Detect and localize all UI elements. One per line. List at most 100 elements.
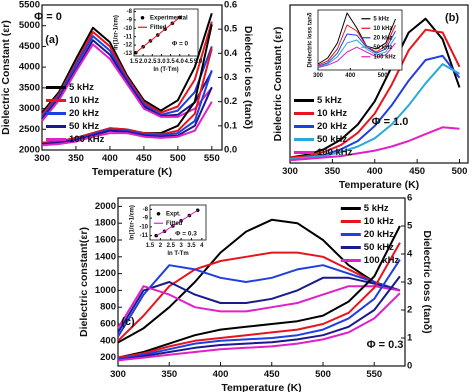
x-tick-label: 3.5: [166, 59, 175, 65]
x-tick-label: 4.5: [185, 59, 194, 65]
data-line: [41, 35, 213, 118]
x-tick-label: 1.5: [130, 59, 139, 65]
y-tick-label: 1600: [95, 235, 116, 246]
data-line: [117, 218, 401, 344]
data-line: [317, 36, 396, 68]
x-tick-label: 450: [264, 369, 280, 380]
data-line: [289, 28, 461, 159]
legend-label: 10 kHz: [317, 108, 347, 119]
panel-label: (c): [121, 316, 135, 328]
x-tick-label: 550: [204, 153, 220, 164]
data-line: [155, 209, 198, 237]
data-line: [117, 276, 401, 333]
legend-label: 5 kHz: [317, 95, 342, 106]
x-tick-label: 5.0: [194, 59, 203, 65]
inset-chart: 300 400 500 Dielectric loss tanδ 5 kHz 10 kHz…: [308, 9, 403, 79]
y2-tick-label: 0: [407, 361, 412, 372]
phi-label: Φ = 0: [34, 11, 62, 23]
x-tick-label: 300: [282, 166, 298, 177]
y-tick-label: 2000: [95, 201, 116, 212]
x-axis-label: Temperature (K): [92, 166, 172, 178]
legend-label: 10 kHz: [69, 95, 99, 106]
y-tick-label: 4500: [19, 41, 40, 52]
y-tick-label: -11: [140, 233, 149, 239]
x-tick-label: 4.0: [176, 59, 185, 65]
y2-tick-label: 6: [407, 193, 412, 204]
y2-tick-label: 4: [407, 249, 413, 260]
x-tick-label: 3.5: [187, 243, 196, 249]
y-tick-label: -10: [123, 26, 132, 32]
y-axis-label: Dielectric loss tanδ: [308, 12, 314, 67]
x-tick-label: 500: [315, 369, 331, 380]
y2-tick-label: 0.3: [224, 72, 237, 83]
panel-label: (a): [45, 34, 59, 46]
legend-label: 5 kHz: [69, 82, 94, 93]
y2-tick-label: 5: [407, 221, 413, 232]
y-tick-label: -9: [127, 17, 133, 23]
legend-label: 20 kHz: [317, 121, 347, 132]
legend-label: Fitted: [150, 25, 167, 31]
y-tick-label: 5000: [19, 20, 40, 31]
data-line: [117, 292, 401, 362]
y-tick-label: -8: [127, 9, 133, 15]
y-tick-label: 600: [100, 319, 116, 330]
y-tick-label: -8: [143, 207, 149, 213]
y-axis-label: Dielectric Constant (εr): [0, 20, 12, 135]
x-tick-label: 450: [409, 166, 425, 177]
y-tick-label: 800: [100, 302, 116, 313]
data-line: [317, 30, 396, 67]
y-axis-label: Dielectric constant(εr): [78, 227, 90, 337]
legend-label: Experimental: [150, 15, 188, 21]
data-line: [317, 42, 396, 69]
legend-marker: [156, 211, 161, 216]
y-tick-label: -11: [124, 34, 133, 40]
legend-label: Expt.: [166, 211, 181, 217]
x-axis-label: ln T-Tm: [167, 251, 188, 257]
data-line: [41, 12, 213, 114]
legend-label: 20 kHz: [373, 35, 392, 41]
legend-label: 100 kHz: [69, 134, 105, 145]
data-line: [41, 86, 213, 145]
y-axis-label: Dielectric Constant (εr): [272, 27, 284, 142]
x-tick-label: 3: [179, 243, 183, 249]
legend-label: 100 kHz: [317, 147, 353, 158]
data-line: [135, 17, 181, 53]
y-tick-label: 1800: [95, 218, 116, 229]
legend-label: 50 kHz: [317, 134, 347, 145]
y2-tick-label: 2: [407, 305, 412, 316]
phi-label: Φ = 0: [172, 41, 189, 48]
y-axis-label: ln(1/εr-1/εm): [130, 205, 136, 240]
x-tick-label: 300: [34, 153, 50, 164]
x-tick-label: 350: [68, 153, 84, 164]
x-axis-label: Temperature (K): [339, 179, 419, 191]
x-tick-label: 3.0: [157, 59, 166, 65]
legend-label: 50 kHz: [373, 45, 392, 51]
x-tick-label: 2.5: [167, 243, 176, 249]
y2-tick-label: 0.0: [224, 145, 237, 156]
x-tick-label: 500: [452, 166, 468, 177]
data-line: [117, 259, 401, 360]
x-tick-label: 500: [378, 73, 389, 79]
y-tick-label: 3000: [19, 103, 40, 114]
y2-tick-label: 0.5: [224, 24, 238, 35]
data-line: [117, 251, 401, 342]
x-tick-label: 400: [213, 369, 229, 380]
panel-label: (b): [445, 12, 459, 24]
x-tick-label: 1.5: [146, 243, 155, 249]
data-line: [117, 275, 401, 362]
y-tick-label: 400: [100, 335, 116, 346]
y-tick-label: -12: [123, 43, 132, 49]
x-tick-label: 2: [159, 243, 163, 249]
y2-tick-label: 0.6: [224, 0, 237, 11]
phi-label: Φ = 0.3: [175, 231, 197, 238]
data-line: [117, 242, 401, 359]
data-line: [41, 101, 213, 147]
legend-label: 5 kHz: [373, 16, 389, 22]
x-axis-label: ln (T-Tm): [153, 67, 178, 73]
inset-chart: 1.5 2.0 2.5 3.0 3.5 4.0 4.5 5.0 -8 -9 -10 -11 -12 -13…: [114, 8, 203, 73]
x-axis-label: Temperature (K): [221, 382, 301, 392]
data-line: [41, 39, 213, 120]
data-line: [317, 24, 396, 66]
legend-label: 100 kHz: [373, 54, 395, 60]
x-tick-label: 2.5: [148, 59, 157, 65]
